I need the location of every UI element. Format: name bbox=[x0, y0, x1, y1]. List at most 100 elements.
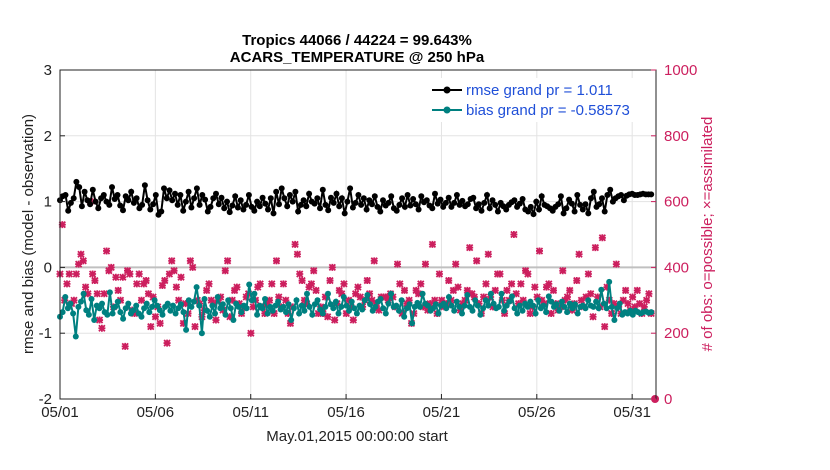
rmse-point bbox=[393, 207, 400, 214]
bias-point bbox=[235, 303, 242, 310]
obs-assimilated-point bbox=[624, 299, 632, 308]
obs-assimilated-point bbox=[177, 273, 185, 281]
obs-assimilated-point bbox=[265, 296, 274, 304]
obs-assimilated-point bbox=[158, 281, 167, 290]
bias-point bbox=[482, 297, 489, 304]
obs-assimilated-point bbox=[547, 309, 555, 318]
bias-point bbox=[275, 298, 282, 305]
rmse-point bbox=[251, 207, 258, 214]
rmse-point bbox=[451, 199, 458, 206]
bias-point bbox=[114, 298, 121, 305]
rmse-point bbox=[588, 195, 594, 202]
bias-point bbox=[193, 284, 200, 291]
y-tick-label: 0 bbox=[44, 259, 52, 276]
rmse-point bbox=[180, 207, 187, 214]
bias-point bbox=[616, 300, 623, 307]
rmse-point bbox=[73, 178, 80, 185]
bias-point bbox=[330, 305, 337, 312]
rmse-point bbox=[284, 203, 291, 210]
bias-point bbox=[543, 309, 550, 316]
bias-point bbox=[377, 296, 384, 302]
rmse-point bbox=[445, 194, 452, 201]
rmse-point bbox=[67, 199, 74, 206]
obs-assimilated-point bbox=[256, 280, 264, 288]
obs-assimilated-point bbox=[587, 290, 595, 298]
bias-point bbox=[319, 310, 326, 317]
rmse-point bbox=[574, 192, 581, 198]
bias-point bbox=[406, 301, 413, 308]
obs-assimilated-point bbox=[473, 257, 481, 265]
rmse-point bbox=[423, 197, 430, 204]
bias-point bbox=[109, 310, 116, 317]
bias-point bbox=[393, 302, 400, 309]
obs-assimilated-point bbox=[133, 280, 141, 288]
obs-assimilated-point bbox=[282, 296, 290, 304]
bias-point bbox=[561, 303, 568, 310]
bias-point bbox=[67, 300, 74, 307]
obs-assimilated-point bbox=[512, 290, 520, 298]
obs-assimilated-point bbox=[491, 286, 499, 295]
x-axis-ticks: 05/01 05/06 05/11 05/16 05/21 05/26 05/31 bbox=[41, 394, 651, 421]
obs-assimilated-point bbox=[175, 296, 183, 304]
obs-assimilated-point bbox=[452, 260, 460, 268]
obs-assimilated-point bbox=[389, 293, 397, 301]
obs-assimilated-point bbox=[84, 290, 92, 298]
x-tick-label: 05/16 bbox=[327, 404, 365, 421]
rmse-point bbox=[333, 190, 340, 197]
y2-tick-label: 400 bbox=[664, 259, 689, 276]
bias-point bbox=[490, 300, 497, 307]
obs-assimilated-point bbox=[119, 273, 127, 281]
bias-point bbox=[198, 330, 205, 337]
rmse-point bbox=[172, 190, 178, 197]
rmse-point bbox=[62, 192, 69, 198]
bias-point bbox=[396, 307, 402, 314]
rmse-point bbox=[273, 188, 280, 195]
rmse-point bbox=[240, 206, 247, 213]
bias-point bbox=[78, 298, 84, 305]
bias-point bbox=[285, 301, 292, 308]
obs-assimilated-point bbox=[582, 293, 590, 301]
obs-assimilated-point bbox=[165, 270, 174, 278]
bias-point bbox=[204, 307, 211, 314]
obs-assimilated-point bbox=[482, 280, 490, 288]
bias-point bbox=[167, 307, 174, 314]
rmse-point bbox=[70, 195, 77, 202]
rmse-point bbox=[81, 188, 88, 195]
obs-assimilated-point bbox=[454, 283, 462, 291]
y2-tick-label: 0 bbox=[664, 391, 672, 408]
plot-frame bbox=[59, 69, 657, 400]
obs-assimilated-point bbox=[524, 270, 532, 278]
bias-point bbox=[222, 311, 229, 318]
rmse-point bbox=[139, 201, 146, 208]
bias-point bbox=[388, 290, 395, 297]
y-tick-label: 2 bbox=[44, 128, 52, 145]
obs-assimilated-point bbox=[170, 267, 178, 275]
obs-assimilated-point bbox=[519, 296, 527, 304]
bias-point bbox=[62, 294, 69, 300]
obs-assimilated-point bbox=[205, 280, 213, 288]
rmse-point bbox=[470, 194, 477, 201]
bias-point bbox=[361, 297, 368, 304]
rmse-point bbox=[328, 194, 334, 201]
bias-point bbox=[185, 297, 192, 304]
rmse-point bbox=[377, 208, 384, 215]
obs-assimilated-point bbox=[405, 296, 413, 304]
obs-assimilated-point bbox=[72, 270, 80, 278]
bias-point bbox=[566, 300, 573, 307]
rmse-point bbox=[174, 201, 181, 208]
bias-point bbox=[159, 311, 166, 318]
obs-assimilated-point bbox=[591, 244, 600, 252]
bias-point bbox=[608, 303, 615, 310]
bias-point bbox=[72, 333, 79, 340]
bias-point bbox=[340, 294, 347, 300]
obs-assimilated-point bbox=[65, 270, 73, 278]
rmse-point bbox=[557, 193, 564, 200]
rmse-point bbox=[579, 206, 586, 213]
y2-tick-label: 600 bbox=[664, 194, 689, 211]
obs-assimilated-point bbox=[601, 322, 609, 331]
obs-assimilated-point bbox=[489, 303, 497, 311]
rmse-point bbox=[527, 203, 534, 210]
bias-point bbox=[372, 303, 379, 310]
